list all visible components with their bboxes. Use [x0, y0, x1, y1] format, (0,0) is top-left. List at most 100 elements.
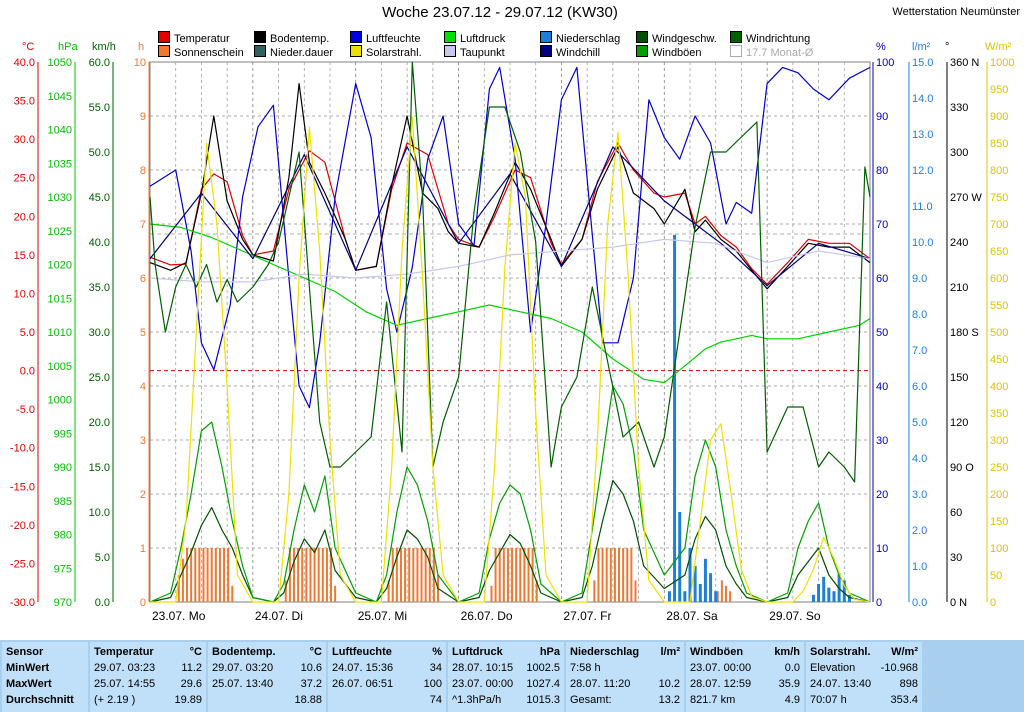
stats-value: 353.4: [890, 694, 918, 706]
bar-sonnenschein: [720, 580, 723, 602]
axis-unit-solar: W/m²: [985, 41, 1012, 53]
legend-item: 17.7 Monat-Ø: [730, 45, 813, 59]
tick-label-pressure: 995: [54, 428, 72, 440]
tick-label-rain: 8.0: [912, 309, 927, 321]
bar-niederschlag: [827, 587, 831, 602]
tick-label-wind: 35.0: [89, 282, 110, 294]
stats-header: Sensor: [6, 644, 84, 660]
stats-value: 13.2: [658, 694, 680, 706]
stats-value: 1027.4: [526, 678, 560, 690]
legend-label: Solarstrahl.: [366, 47, 422, 59]
stats-cell: 28.07. 11:20: [570, 678, 631, 690]
stats-row: 24.07. 13:40 898: [810, 676, 918, 692]
legend-item: Sonnenschein: [158, 45, 244, 59]
bar-niederschlag: [709, 573, 713, 602]
tick-label-solar: 350: [990, 408, 1008, 420]
x-tick-label: 28.07. Sa: [666, 609, 718, 623]
tick-label-wind: 20.0: [89, 417, 110, 429]
bar-sonnenschein: [181, 558, 184, 602]
stats-row: 28.07. 10:15 1002.5: [452, 660, 560, 676]
tick-label-humidity: 50: [876, 327, 888, 339]
tick-label-solar: 750: [990, 192, 1008, 204]
stats-row: MaxWert: [6, 676, 84, 692]
tick-label-rain: 3.0: [912, 489, 927, 501]
tick-label-rain: 7.0: [912, 345, 927, 357]
bar-sonnenschein: [293, 548, 295, 602]
stats-cell: 28.07. 10:15: [452, 662, 514, 674]
tick-label-rain: 5.0: [912, 417, 927, 429]
tick-label-solar: 500: [990, 327, 1008, 339]
bar-sonnenschein: [725, 585, 727, 602]
bar-sonnenschein: [420, 548, 423, 602]
stats-header: Luftdruck hPa: [452, 644, 560, 660]
stats-row: 821.7 km 4.9: [690, 692, 800, 708]
tick-label-hours: 9: [140, 111, 146, 123]
stats-value: 1002.5: [526, 662, 560, 674]
tick-label-rain: 1.0: [912, 561, 927, 573]
bar-niederschlag: [832, 591, 836, 602]
tick-label-hours: 8: [140, 165, 146, 177]
stats-header: Windböen km/h: [690, 644, 800, 660]
stats-value: °C: [309, 646, 322, 658]
tick-label-humidity: 60: [876, 273, 888, 285]
bar-sonnenschein: [395, 548, 398, 602]
legend-label: 17.7 Monat-Ø: [746, 47, 814, 59]
legend-item: Windrichtung: [730, 31, 810, 45]
stats-cell: Sensor: [6, 646, 44, 658]
legend-swatch: [444, 45, 456, 57]
stats-cell: Windböen: [690, 646, 744, 658]
bar-sonnenschein: [531, 548, 534, 602]
tick-label-temperature: 10.0: [14, 288, 35, 300]
stats-row: 28.07. 11:20 10.2: [570, 676, 680, 692]
legend-swatch: [254, 31, 266, 43]
axis-unit-temperature: °C: [22, 41, 34, 53]
tick-label-rain: 9.0: [912, 273, 927, 285]
x-tick-label: 27.07. Fr: [563, 609, 611, 623]
tick-label-hours: 4: [140, 381, 146, 393]
x-tick-label: 26.07. Do: [461, 609, 513, 623]
tick-label-direction: 0 N: [950, 597, 967, 609]
tick-label-pressure: 1040: [48, 125, 72, 137]
stats-panel: Bodentemp. °C 29.07. 03:20 10.6 25.07. 13:40…: [208, 642, 326, 712]
legend-swatch: [350, 45, 362, 57]
bar-sonnenschein: [618, 548, 621, 602]
legend-label: Nieder.dauer: [270, 47, 333, 59]
bar-sonnenschein: [231, 585, 234, 602]
stats-value: W/m²: [891, 646, 918, 658]
tick-label-direction: 330: [950, 102, 968, 114]
tick-label-solar: 450: [990, 354, 1008, 366]
bar-sonnenschein: [527, 548, 530, 602]
chart-title: Woche 23.07.12 - 29.07.12 (KW30): [382, 4, 618, 21]
bar-niederschlag: [842, 580, 846, 602]
legend-item: Windchill: [540, 45, 600, 59]
tick-label-rain: 4.0: [912, 453, 927, 465]
legend-swatch: [636, 31, 648, 43]
bar-sonnenschein: [416, 548, 419, 602]
tick-label-hours: 1: [140, 543, 146, 555]
tick-label-wind: 45.0: [89, 192, 110, 204]
axis-unit-direction: °: [945, 41, 949, 53]
bar-sonnenschein: [506, 548, 509, 602]
bar-niederschlag: [703, 558, 707, 602]
tick-label-temperature: -5.0: [16, 404, 35, 416]
stats-row: 18.88: [212, 692, 322, 708]
stats-value: 35.9: [778, 678, 800, 690]
stats-cell: 23.07. 00:00: [690, 662, 752, 674]
tick-label-humidity: 70: [876, 219, 888, 231]
stats-bar: Sensor MinWert MaxWert Durchschnitt Temperat…: [0, 640, 1024, 712]
tick-label-wind: 40.0: [89, 237, 110, 249]
tick-label-solar: 1000: [990, 57, 1014, 69]
legend-label: Sonnenschein: [174, 47, 244, 59]
stats-cell: 28.07. 12:59: [690, 678, 752, 690]
tick-label-rain: 12.0: [912, 165, 933, 177]
bar-niederschlag: [688, 548, 692, 602]
tick-label-solar: 300: [990, 435, 1008, 447]
stats-row: 24.07. 15:36 34: [332, 660, 442, 676]
stats-header: Niederschlag l/m²: [570, 644, 680, 660]
bar-sonnenschein: [301, 548, 304, 602]
bar-sonnenschein: [716, 591, 719, 602]
tick-label-solar: 700: [990, 219, 1008, 231]
stats-value: 10.6: [300, 662, 322, 674]
tick-label-solar: 600: [990, 273, 1008, 285]
legend-swatch: [730, 45, 742, 57]
